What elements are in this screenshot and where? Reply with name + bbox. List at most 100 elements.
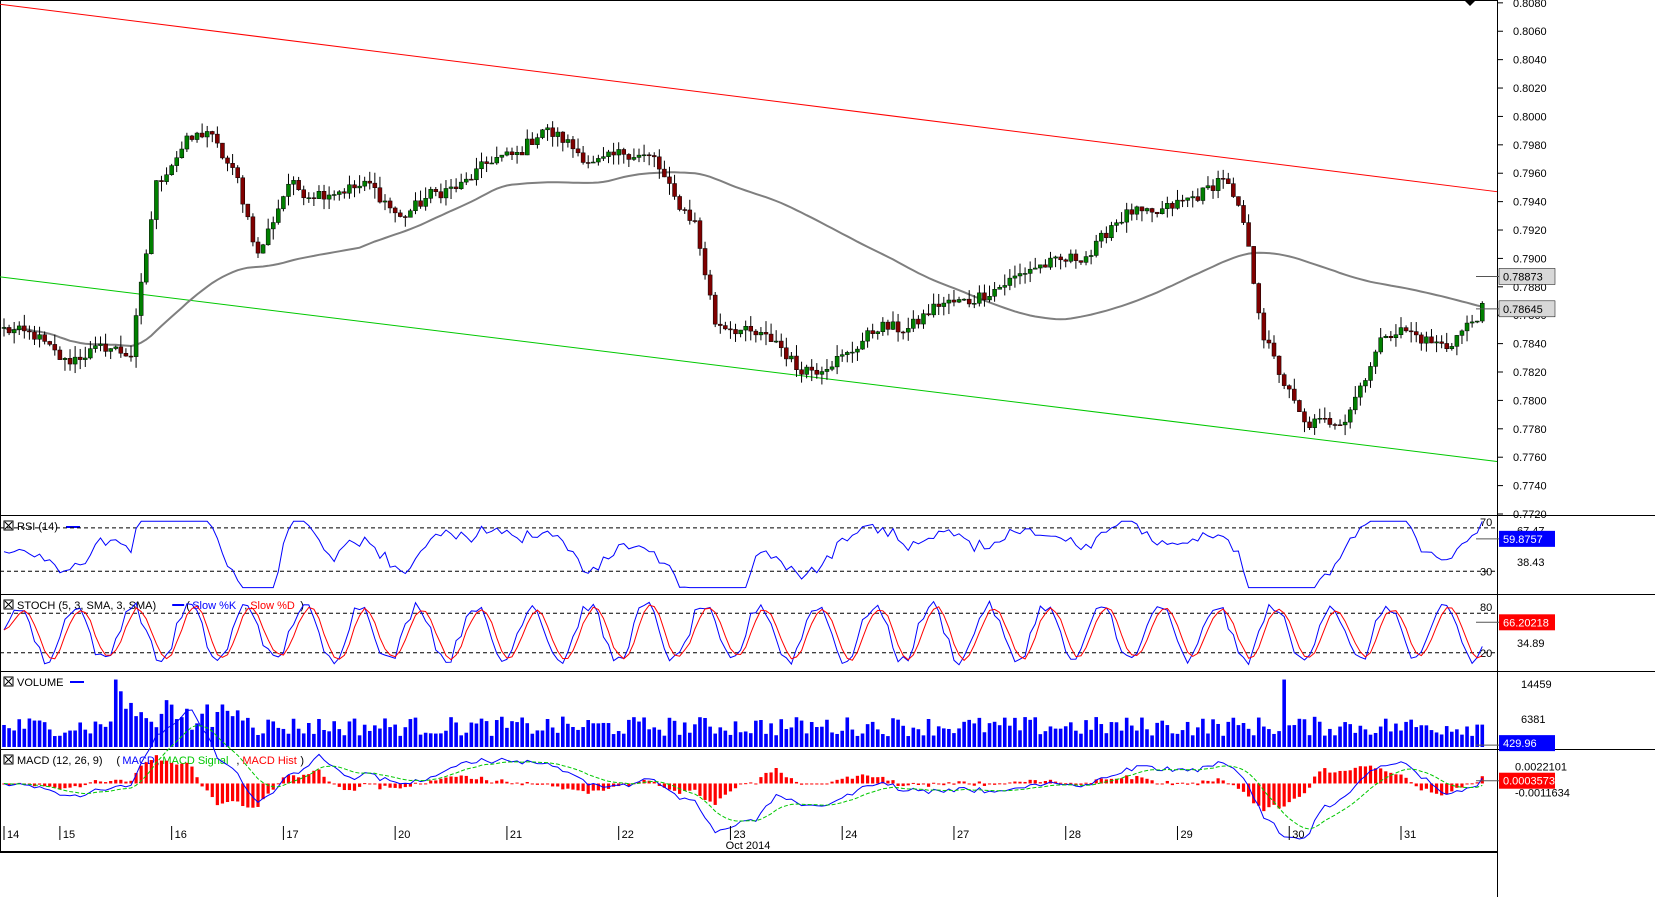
macd-hist-bar [1247, 783, 1251, 797]
macd-hist-bar [1267, 783, 1271, 808]
volume-bar [1160, 720, 1165, 747]
candle-body [911, 318, 916, 329]
candle-body [636, 154, 642, 158]
macd-hist-bar [37, 783, 42, 785]
price-tick-label: 0.7760 [1513, 452, 1547, 464]
candle-body [1256, 283, 1262, 314]
price-tick-label: 0.7820 [1513, 367, 1547, 379]
candle-body [143, 253, 149, 283]
volume-bar [931, 735, 936, 747]
volume-bar [317, 718, 321, 747]
volume-bar [149, 721, 154, 747]
macd-hist-bar [667, 783, 672, 790]
candle-body [11, 329, 17, 334]
volume-bar [830, 732, 834, 747]
macd-hist-bar [662, 783, 666, 788]
macd-hist-bar [769, 772, 773, 784]
volume-bar [1307, 735, 1312, 747]
candle-body [474, 168, 479, 181]
volume-bar [378, 728, 382, 747]
volume-bar [947, 728, 951, 747]
macd-hist-bar [1186, 783, 1190, 785]
scroll-marker-icon [1464, 0, 1476, 6]
candle-body [1241, 205, 1246, 223]
volume-bar [1323, 735, 1327, 747]
volume-bar [1124, 717, 1129, 747]
macd-hist-bar [581, 783, 585, 792]
macd-hist-bar [1368, 765, 1373, 784]
macd-hist-bar [576, 783, 580, 791]
macd-panel: MACD (12, 26, 9) (MACD,MACD Signal,MACD … [2, 709, 1570, 840]
candle-body [1281, 374, 1287, 386]
candle-body [814, 369, 820, 375]
macd-hist-bar [1419, 783, 1423, 791]
macd-hist-bar [429, 780, 433, 784]
volume-bar [616, 731, 621, 747]
macd-hist-bar [93, 780, 98, 784]
volume-bar [68, 730, 72, 747]
macd-hist-bar [754, 783, 758, 785]
candle-body [646, 154, 652, 157]
volume-bar [708, 726, 712, 747]
candle-body [382, 200, 388, 203]
volume-bar [642, 717, 646, 747]
volume-bar [337, 729, 342, 747]
candle-body [682, 209, 687, 211]
volume-value-label: 429.96 [1503, 738, 1537, 750]
macd-hist-bar [774, 767, 778, 784]
macd-hist-bar [154, 755, 158, 784]
volume-bar [794, 717, 799, 747]
volume-bar [525, 723, 530, 747]
macd-hist-bar [606, 783, 611, 789]
volume-bar [1348, 724, 1352, 747]
candle-body [743, 326, 748, 331]
volume-bar [1084, 720, 1088, 747]
macd-hist-bar [596, 783, 600, 791]
macd-paren: ( [116, 755, 120, 767]
candle-body [763, 332, 769, 335]
volume-bar [825, 719, 829, 747]
macd-hist-bar [317, 769, 321, 784]
macd-hist-bar [1343, 770, 1347, 784]
volume-bar [408, 719, 413, 747]
volume-bar [621, 733, 626, 747]
volume-bar [1038, 734, 1043, 747]
candle-body [1337, 424, 1343, 426]
volume-bar [1450, 731, 1454, 747]
candle-body [748, 326, 754, 332]
macd-hist-bar [901, 783, 905, 787]
candle-body [1210, 185, 1216, 191]
macd-hist-bar [713, 783, 717, 805]
candle-body [1002, 285, 1008, 288]
macd-hist-bar [205, 783, 209, 791]
candle-body [718, 323, 723, 326]
macd-hist-bar [739, 783, 743, 785]
macd-hist-bar [281, 777, 285, 784]
volume-bar [779, 719, 784, 747]
macd-hist-bar [439, 778, 443, 784]
macd-hist-bar [352, 783, 357, 791]
macd-hist-bar [164, 760, 169, 784]
volume-bar [32, 720, 37, 747]
macd-hist-bar [627, 783, 631, 787]
macd-hist-bar [703, 783, 707, 800]
rsi-title: RSI (14) [17, 521, 58, 533]
candle-body [1104, 232, 1109, 239]
volume-bar [1104, 733, 1109, 747]
candle-body [880, 321, 886, 332]
candle-body [799, 369, 804, 375]
macd-hist-bar [921, 783, 926, 785]
candle-body [479, 161, 484, 170]
candle-body [1043, 264, 1048, 268]
candle-body [855, 348, 860, 353]
volume-bar [174, 719, 179, 747]
macd-hist-bar [799, 783, 804, 785]
macd-hist-bar [1043, 780, 1047, 784]
macd-hist-bar [825, 783, 829, 785]
macd-hist-bar [469, 778, 473, 784]
volume-bar [1465, 726, 1469, 747]
volume-bar [27, 718, 32, 747]
macd-hist-bar [322, 776, 326, 784]
candle-body [301, 189, 306, 199]
candle-body [641, 154, 647, 157]
